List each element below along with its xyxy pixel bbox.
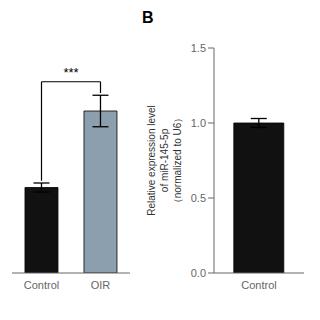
svg-text:of miR-145-5p: of miR-145-5p bbox=[159, 128, 170, 192]
html-text:B: B bbox=[142, 9, 154, 26]
svg-text:0.5: 0.5 bbox=[191, 192, 206, 204]
svg-text:1.5: 1.5 bbox=[191, 42, 206, 54]
svg-text:（normalized to U6）: （normalized to U6） bbox=[172, 113, 183, 209]
svg-text:0.0: 0.0 bbox=[191, 267, 206, 279]
svg-text:Relative expression level: Relative expression level bbox=[146, 105, 157, 216]
svg-text:Control: Control bbox=[241, 279, 276, 291]
svg-text:OIR: OIR bbox=[91, 279, 111, 291]
svg-text:1.0: 1.0 bbox=[191, 117, 206, 129]
svg-text:Control: Control bbox=[24, 279, 59, 291]
svg-text:***: *** bbox=[63, 65, 78, 80]
